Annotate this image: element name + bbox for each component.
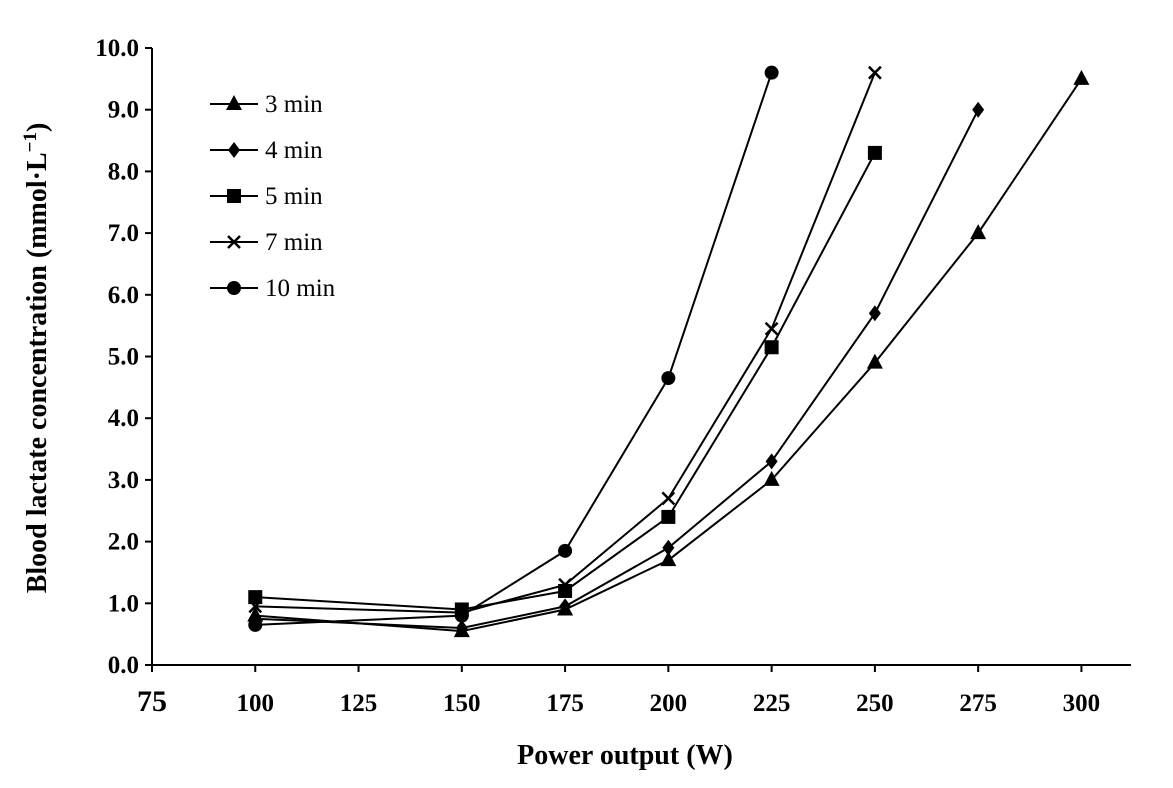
y-tick-label-7: 7.0 [108,220,139,247]
y-tick-label-10: 10.0 [95,35,139,62]
point-3-min-250 [866,353,883,369]
legend-label-7-min: 7 min [265,229,323,256]
point-7-min-225 [764,321,779,336]
legend-marker-5-min [227,189,241,203]
point-5-min-200 [661,509,676,524]
point-10-min-100 [248,617,263,632]
legend-item-4-min: 4 min [210,137,323,164]
y-tick-label-1: 1.0 [108,590,139,617]
legend-label-3-min: 3 min [265,91,323,118]
legend-marker-7-min [227,235,241,249]
point-4-min-275 [972,101,985,118]
series-4-min [249,101,985,636]
point-10-min-200 [661,371,676,386]
legend-label-4-min: 4 min [265,137,323,164]
y-tick-label-8: 8.0 [108,158,139,185]
point-7-min-200 [661,491,676,506]
point-7-min-200-stroke-b [661,491,676,506]
y-tick-label-0: 0.0 [108,652,139,679]
x-tick-label-4: 175 [546,690,584,717]
x-tick-label-5: 200 [650,690,688,717]
x-tick-label-6: 225 [753,690,791,717]
x-tick-label-8: 275 [959,690,997,717]
point-5-min-250 [867,145,882,160]
series-7-min [248,65,882,620]
point-7-min-100-stroke-b [248,599,263,614]
legend-marker-3-min [226,95,242,110]
y-tick-label-6: 6.0 [108,282,139,309]
point-3-min-200 [660,551,677,567]
legend-marker-4-min [228,142,240,158]
point-7-min-100 [248,599,263,614]
point-3-min-275 [970,224,987,240]
legend-marker-7-min-stroke-b [227,235,241,249]
point-7-min-250-stroke-b [868,65,882,80]
series-line-7-min [255,72,876,614]
series-10-min [248,65,779,632]
point-7-min-225-stroke-b [764,321,779,336]
point-4-min-250 [868,305,881,322]
y-tick-label-2: 2.0 [108,529,139,556]
point-5-min-100 [248,590,263,605]
y-axis-title-exponent: −1 [20,132,41,152]
point-3-min-225 [763,470,780,486]
point-4-min-200 [662,539,675,556]
y-tick-label-3: 3.0 [108,467,139,494]
y-axis-title-main: Blood lactate concentration (mmol·L [22,152,53,593]
legend: 3 min 4 min 5 min 7 min 10 min [210,91,336,302]
series-line-5-min [255,152,876,611]
point-10-min-150 [454,608,469,623]
x-tick-label-7: 250 [856,690,894,717]
point-10-min-175 [558,543,573,558]
x-tick-label-3: 150 [443,690,481,717]
y-tick-label-4: 4.0 [108,405,139,432]
legend-item-10-min: 10 min [210,275,336,302]
legend-item-7-min: 7 min [210,229,323,256]
point-5-min-225 [764,340,779,355]
point-4-min-225 [765,453,778,470]
point-4-min-150 [455,619,468,636]
x-axis-title: Power output (W) [517,740,733,771]
point-7-min-175-stroke-b [558,577,572,592]
legend-item-5-min: 5 min [210,183,323,210]
axes: 0.0 1.0 2.0 3.0 4.0 5.0 6.0 7.0 8.0 9.0 10.0 75 100 1… [95,35,1131,718]
point-7-min-175 [558,577,572,592]
series-line-3-min [255,78,1083,633]
x-tick-label-0: 75 [137,685,167,718]
legend-label-10-min: 10 min [265,275,336,302]
point-3-min-300 [1073,69,1090,85]
series-layer [247,65,1090,638]
y-axis-title: Blood lactate concentration (mmol·L−1) [20,123,53,594]
point-7-min-250 [868,65,882,80]
y-axis-title-close: ) [22,123,53,132]
legend-marker-10-min [227,281,241,295]
y-tick-label-9: 9.0 [108,97,139,124]
legend-label-5-min: 5 min [265,183,323,210]
series-line-10-min [255,72,773,626]
point-10-min-225 [764,65,779,80]
y-tick-label-5: 5.0 [108,344,139,371]
legend-item-3-min: 3 min [210,91,323,118]
point-4-min-175 [559,598,572,615]
x-tick-label-2: 125 [340,690,378,717]
x-tick-label-1: 100 [237,690,275,717]
x-tick-label-9: 300 [1063,690,1101,717]
